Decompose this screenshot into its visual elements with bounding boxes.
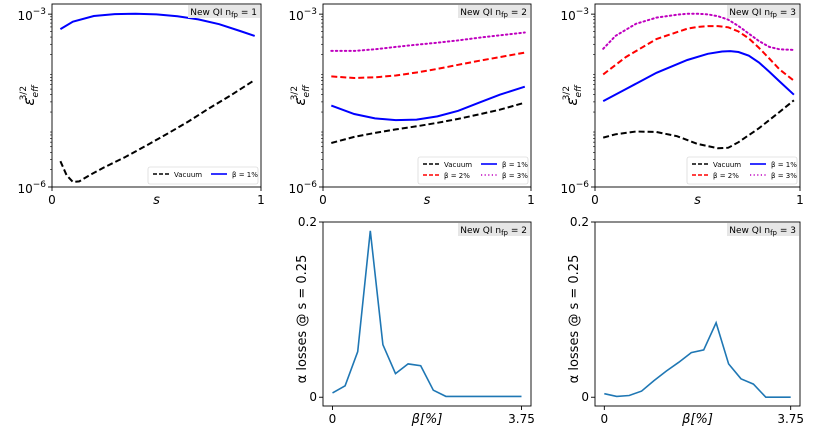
y-axis-label: εeff3/2 <box>290 84 312 106</box>
annotation-text: New QI nfp = 2 <box>460 8 527 19</box>
annotation-box <box>458 5 530 18</box>
annotation-text: New QI nfp = 1 <box>190 8 257 19</box>
series-line-vacuum <box>59 79 256 184</box>
y-axis-label: εeff3/2 <box>19 84 41 106</box>
y-tick-label: 10−6 <box>17 180 46 196</box>
annotation-text: New QI nfp = 2 <box>460 226 527 237</box>
x-tick-label: 0 <box>329 412 337 426</box>
legend: Vacuum β = 1% β = 2% β = 3% <box>417 156 529 185</box>
legend-label: β = 1% <box>502 161 528 169</box>
legend-frame <box>147 166 259 185</box>
x-tick-label: 1 <box>257 193 265 207</box>
legend-label: Vacuum <box>713 161 741 169</box>
y-tick-label: 10−6 <box>560 180 589 196</box>
x-tick-label: 0 <box>600 412 608 426</box>
series-line--1- <box>602 50 795 102</box>
y-axis-label: εeff3/2 <box>562 84 584 106</box>
y-tick-label: 0.2 <box>570 215 589 229</box>
y-tick-label: 10−3 <box>560 7 589 23</box>
chart-nfp3_eps: 0 1 10−6 10−3 s εeff3/2 New QI nfp = 3 Vacuum β … <box>560 3 804 208</box>
legend: Vacuum β = 1% β = 2% β = 3% <box>686 156 798 185</box>
annotation-box <box>458 223 530 236</box>
legend-label: β = 2% <box>444 172 470 180</box>
series-line-vacuum <box>331 101 526 144</box>
series-line--3- <box>602 12 795 51</box>
series-line--1- <box>59 12 256 37</box>
x-axis-label: β[%] <box>681 412 713 427</box>
x-axis-label: s <box>153 193 160 208</box>
annotation-box <box>727 223 799 236</box>
legend-label: β = 3% <box>502 172 528 180</box>
legend-frame <box>417 156 529 185</box>
series-line--2- <box>331 51 525 80</box>
chart-nfp2_eps: 0 1 10−6 10−3 s εeff3/2 New QI nfp = 2 Vacuum β … <box>288 3 535 208</box>
x-tick-label: 1 <box>796 193 804 207</box>
y-tick-label: 0 <box>581 390 589 404</box>
x-axis-label: s <box>694 193 701 208</box>
plot-frame <box>51 3 262 188</box>
x-tick-label: 0 <box>591 193 599 207</box>
y-tick-label: 10−3 <box>288 7 317 23</box>
legend-label: β = 1% <box>771 161 797 169</box>
legend-label: Vacuum <box>174 171 202 179</box>
series-line-vacuum <box>602 99 795 150</box>
x-axis-label: β[%] <box>411 412 443 427</box>
chart-nfp3_alpha: 0 3.75 0 0.2 β[%] α losses @ s = 0.25 New QI n… <box>567 215 804 427</box>
legend-label: Vacuum <box>444 161 472 169</box>
series-line--1- <box>330 85 526 122</box>
y-tick-label: 0 <box>309 390 317 404</box>
chart-nfp2_alpha: 0 3.75 0 0.2 β[%] α losses @ s = 0.25 New QI n… <box>295 215 535 427</box>
y-axis-label: α losses @ s = 0.25 <box>295 255 310 384</box>
series-line--2- <box>602 25 795 82</box>
series-line--3- <box>330 31 526 52</box>
annotation-text: New QI nfp = 3 <box>729 226 796 237</box>
legend-label: β = 1% <box>232 171 258 179</box>
plot-frame <box>594 221 801 407</box>
series-line-alpha-losses <box>332 230 522 398</box>
legend: Vacuum β = 1% <box>147 166 259 185</box>
x-tick-label: 3.75 <box>508 412 535 426</box>
x-tick-label: 0 <box>48 193 56 207</box>
plot-frame <box>322 221 532 407</box>
plot-frame <box>594 3 801 188</box>
annotation-box <box>727 5 799 18</box>
chart-nfp1_eps: 0 1 10−6 10−3 s εeff3/2 New QI nfp = 1 Vacuum β … <box>17 3 265 208</box>
legend-frame <box>686 156 798 185</box>
x-tick-label: 1 <box>527 193 535 207</box>
series-line-alpha-losses <box>604 320 791 399</box>
annotation-box <box>188 5 260 18</box>
y-axis-label: α losses @ s = 0.25 <box>567 255 582 384</box>
y-tick-label: 10−3 <box>17 7 46 23</box>
annotation-text: New QI nfp = 3 <box>729 8 796 19</box>
plot-frame <box>322 3 532 188</box>
x-tick-label: 0 <box>319 193 327 207</box>
x-axis-label: s <box>424 193 431 208</box>
legend-label: β = 3% <box>771 172 797 180</box>
x-tick-label: 3.75 <box>777 412 804 426</box>
y-tick-label: 0.2 <box>298 215 317 229</box>
y-tick-label: 10−6 <box>288 180 317 196</box>
legend-label: β = 2% <box>713 172 739 180</box>
